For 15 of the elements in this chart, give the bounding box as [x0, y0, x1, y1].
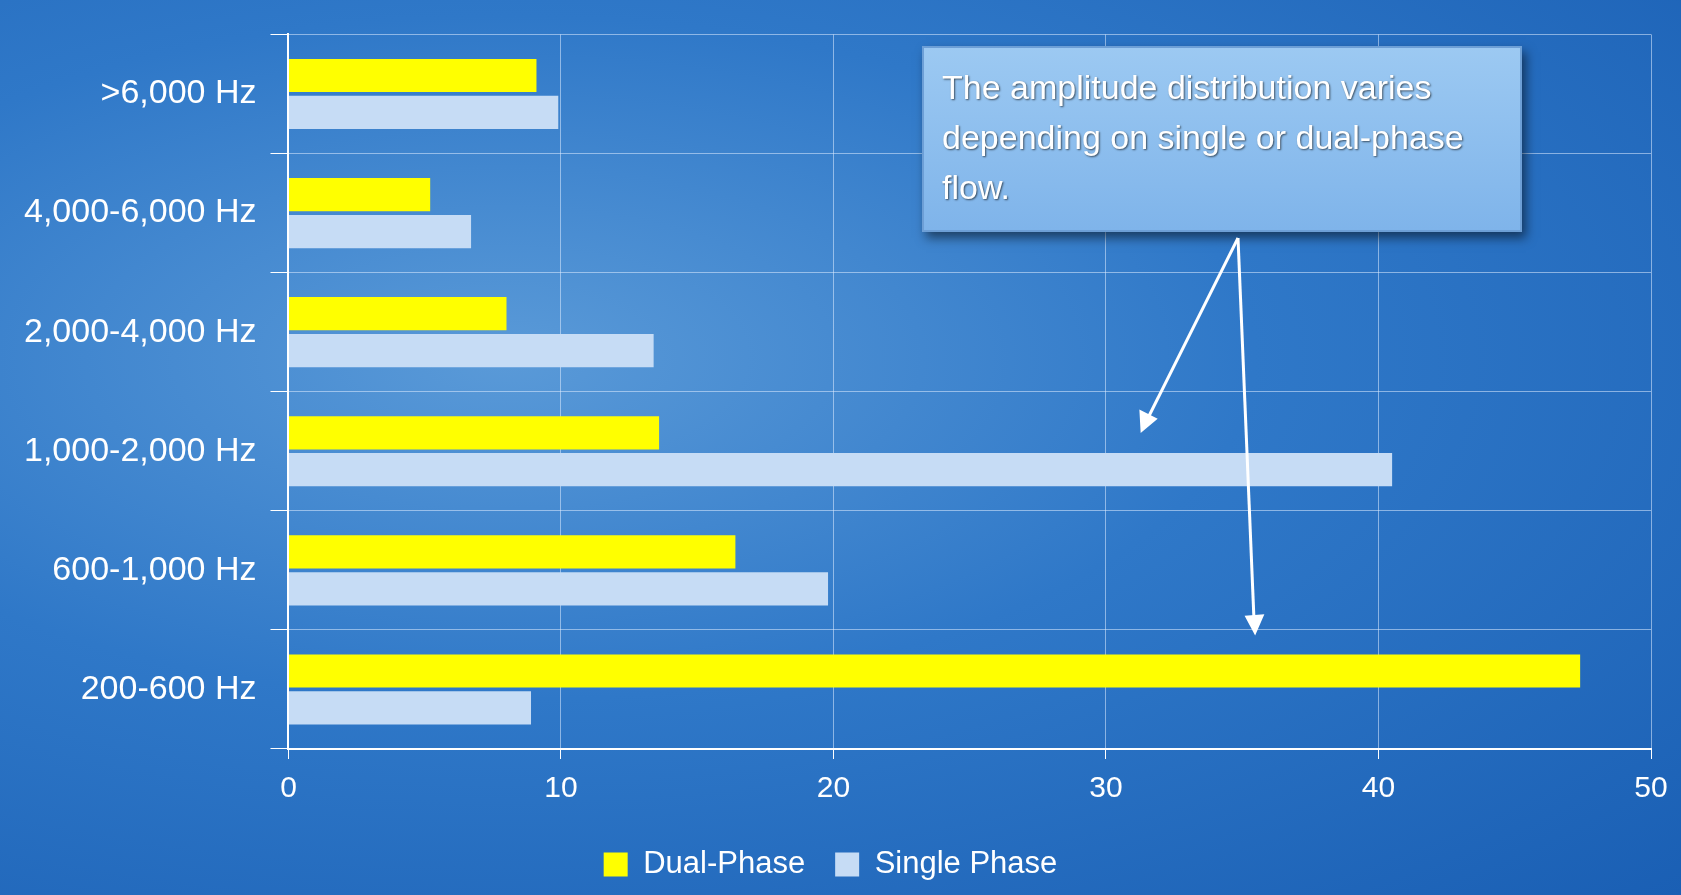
- x-tick-label: 30: [1089, 770, 1123, 804]
- y-tick-label: 2,000-4,000 Hz: [23, 310, 257, 349]
- x-tick-label: 0: [280, 770, 297, 804]
- x-tick-label: 20: [816, 770, 851, 804]
- y-tick-label: 1,000-2,000 Hz: [23, 429, 257, 468]
- y-tick-label: >6,000 Hz: [100, 72, 257, 111]
- legend-label: Single Phase: [874, 845, 1058, 881]
- callout-box: The amplitude distribution varies depending on single or dual-phase flow.: [922, 46, 1522, 232]
- y-tick-label: 600-1,000 Hz: [52, 548, 257, 587]
- x-tick-label: 10: [544, 770, 578, 804]
- x-tick-label: 50: [1634, 770, 1668, 804]
- legend-label: Dual-Phase: [643, 845, 806, 881]
- x-tick-label: 40: [1361, 770, 1396, 804]
- y-tick-label: 200-600 Hz: [80, 667, 257, 706]
- y-tick-label: 4,000-6,000 Hz: [23, 191, 257, 230]
